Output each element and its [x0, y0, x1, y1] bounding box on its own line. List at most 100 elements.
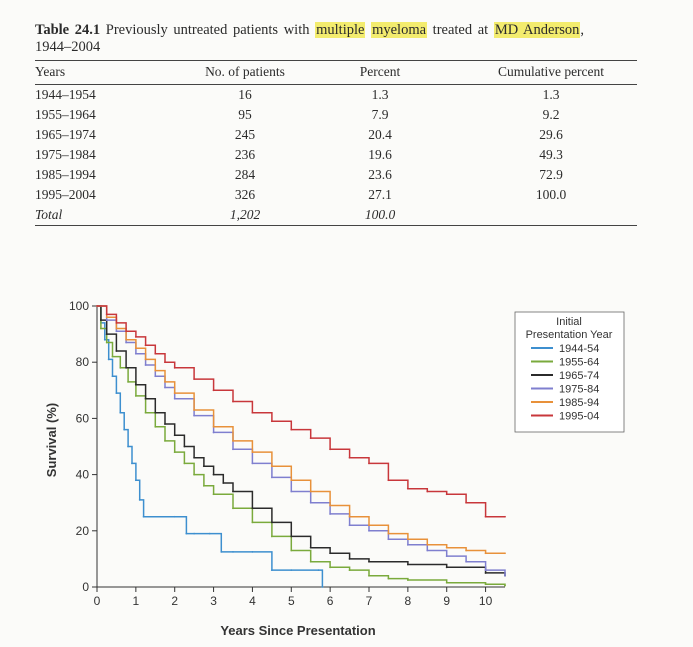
survival-point	[368, 529, 370, 532]
survival-point	[504, 584, 506, 587]
highlight-myeloma: myeloma	[371, 22, 428, 38]
cell-years: 1995–2004	[35, 187, 96, 202]
survival-point	[329, 504, 332, 507]
chart-series	[96, 305, 506, 588]
cell-percent: 20.4	[368, 127, 392, 142]
survival-point	[164, 423, 166, 425]
survival-point	[103, 338, 106, 341]
survival-point	[193, 378, 196, 380]
legend-label: 1985-94	[559, 397, 599, 409]
survival-point	[134, 347, 137, 350]
survival-point	[154, 375, 157, 378]
survival-line-1955-64	[97, 305, 506, 586]
survival-point	[484, 583, 487, 586]
survival-point	[368, 574, 370, 577]
survival-point	[105, 341, 108, 344]
survival-point	[115, 392, 118, 395]
survival-point	[290, 428, 293, 431]
survival-point	[368, 560, 370, 563]
survival-point	[134, 479, 137, 482]
survival-point	[387, 577, 390, 580]
survival-point	[183, 445, 186, 448]
survival-point	[123, 428, 126, 431]
survival-point	[270, 521, 273, 524]
survival-line-1995-04	[97, 305, 505, 518]
survival-point	[134, 395, 137, 397]
survival-point	[309, 490, 312, 493]
caption-text-2: treated at	[432, 22, 489, 38]
survival-point	[387, 479, 390, 482]
survival-point	[127, 445, 129, 448]
survival-point	[125, 330, 128, 333]
survival-point	[445, 493, 448, 496]
survival-point	[348, 515, 351, 518]
y-tick-label: 0	[82, 580, 89, 594]
survival-point	[445, 566, 448, 569]
cell-cumulative: 9.2	[542, 107, 560, 122]
survival-point	[212, 431, 215, 434]
survival-point	[251, 521, 254, 524]
survival-point	[504, 552, 506, 555]
cell-years: 1975–1984	[35, 147, 96, 162]
cell-patients: 284	[234, 167, 256, 182]
survival-point	[131, 462, 133, 465]
survival-point	[144, 344, 147, 347]
cell-percent: 1.3	[371, 87, 389, 102]
survival-line-1985-94	[97, 305, 505, 555]
survival-point	[125, 338, 128, 341]
survival-point	[212, 473, 215, 476]
survival-point	[329, 448, 332, 451]
cell-patients: 236	[234, 147, 256, 162]
x-tick-label: 1	[133, 594, 140, 608]
survival-point	[115, 330, 118, 333]
survival-point	[465, 549, 468, 552]
survival-point	[138, 498, 141, 501]
header-cumulative: Cumulative percent	[465, 60, 637, 85]
survival-point	[193, 409, 196, 411]
table-row: 1965–1974 245 20.4 29.6	[35, 125, 637, 145]
survival-point	[329, 566, 332, 569]
survival-point	[212, 389, 215, 392]
survival-point	[232, 490, 234, 493]
survival-point	[99, 327, 102, 330]
survival-point	[387, 532, 390, 535]
survival-point	[208, 532, 211, 535]
survival-point	[154, 425, 157, 428]
cell-total-patients: 1,202	[195, 205, 295, 226]
survival-point	[212, 493, 215, 496]
cell-total-cumulative	[465, 205, 637, 226]
survival-point	[465, 560, 468, 563]
survival-point	[232, 448, 234, 451]
survival-point	[484, 515, 487, 518]
survival-point	[251, 451, 254, 454]
y-tick-label: 60	[76, 411, 90, 425]
survival-point	[270, 535, 273, 538]
survival-point	[504, 574, 506, 577]
survival-point	[119, 366, 122, 369]
survival-point	[445, 546, 448, 549]
survival-point	[185, 532, 188, 535]
survival-point	[193, 414, 196, 417]
cell-cumulative: 72.9	[539, 167, 563, 182]
survival-point	[445, 581, 448, 584]
survival-point	[406, 487, 409, 490]
survival-point	[134, 336, 137, 338]
survival-point	[193, 456, 196, 459]
survival-point	[484, 552, 487, 555]
table-total-row: Total 1,202 100.0	[35, 205, 637, 226]
survival-point	[183, 462, 186, 465]
cell-percent: 23.6	[368, 167, 392, 182]
cell-cumulative: 49.3	[539, 147, 563, 162]
survival-point	[107, 358, 110, 361]
legend-label: 1975-84	[559, 384, 599, 396]
cell-cumulative: 1.3	[542, 87, 560, 102]
survival-point	[154, 411, 157, 414]
survival-point	[105, 319, 108, 321]
survival-point	[164, 380, 166, 383]
survival-point	[426, 490, 429, 493]
survival-point	[270, 476, 273, 479]
survival-point	[193, 532, 196, 535]
survival-point	[134, 383, 137, 386]
survival-point	[222, 482, 225, 484]
survival-point	[164, 361, 166, 364]
